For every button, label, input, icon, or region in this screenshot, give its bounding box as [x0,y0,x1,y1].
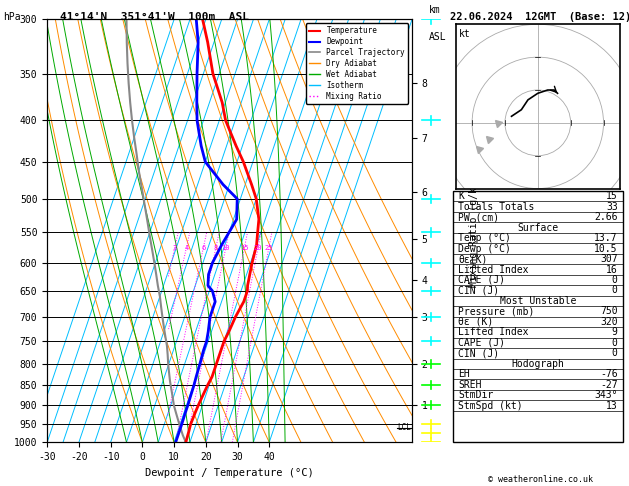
Text: 0: 0 [612,285,618,295]
Text: PW (cm): PW (cm) [458,212,499,222]
Text: -27: -27 [600,380,618,390]
Text: CIN (J): CIN (J) [458,285,499,295]
Text: 4: 4 [184,245,189,251]
Text: 343°: 343° [594,390,618,400]
Text: EH: EH [458,369,470,379]
Text: 3: 3 [172,245,177,251]
Text: Pressure (mb): Pressure (mb) [458,306,535,316]
Text: 6: 6 [201,245,206,251]
Text: 10.5: 10.5 [594,243,618,254]
Text: CAPE (J): CAPE (J) [458,338,505,348]
Text: CIN (J): CIN (J) [458,348,499,358]
Text: 15: 15 [240,245,248,251]
Text: StmSpd (kt): StmSpd (kt) [458,400,523,411]
Text: StmDir: StmDir [458,390,493,400]
Text: 25: 25 [265,245,273,251]
Text: 0: 0 [612,338,618,348]
Text: 8: 8 [214,245,218,251]
Text: hPa: hPa [3,12,21,22]
Text: 13.7: 13.7 [594,233,618,243]
Text: Mixing Ratio (g/kg): Mixing Ratio (g/kg) [469,175,479,287]
Text: 10: 10 [221,245,230,251]
Text: Hodograph: Hodograph [511,359,564,369]
Text: 41°14'N  351°41'W  100m  ASL: 41°14'N 351°41'W 100m ASL [60,12,248,22]
Text: km: km [428,5,440,15]
Text: SREH: SREH [458,380,481,390]
Text: kt: kt [459,29,470,39]
Text: Dewp (°C): Dewp (°C) [458,243,511,254]
Text: ASL: ASL [428,32,446,42]
Text: -76: -76 [600,369,618,379]
Text: Lifted Index: Lifted Index [458,264,528,275]
Text: θε(K): θε(K) [458,254,487,264]
Text: 20: 20 [253,245,262,251]
Text: 0: 0 [612,275,618,285]
Text: © weatheronline.co.uk: © weatheronline.co.uk [489,474,593,484]
Text: Lifted Index: Lifted Index [458,328,528,337]
Text: θε (K): θε (K) [458,317,493,327]
Text: 320: 320 [600,317,618,327]
Text: 15: 15 [606,191,618,201]
Text: K: K [458,191,464,201]
Text: 13: 13 [606,400,618,411]
Text: Most Unstable: Most Unstable [499,296,576,306]
Legend: Temperature, Dewpoint, Parcel Trajectory, Dry Adiabat, Wet Adiabat, Isotherm, Mi: Temperature, Dewpoint, Parcel Trajectory… [306,23,408,104]
Text: 307: 307 [600,254,618,264]
Text: Temp (°C): Temp (°C) [458,233,511,243]
Text: 0: 0 [612,348,618,358]
Text: Totals Totals: Totals Totals [458,202,535,212]
Text: 33: 33 [606,202,618,212]
Text: 16: 16 [606,264,618,275]
Text: Surface: Surface [517,223,559,233]
Text: 750: 750 [600,306,618,316]
Text: 2.66: 2.66 [594,212,618,222]
Text: LCL: LCL [397,423,411,433]
Text: CAPE (J): CAPE (J) [458,275,505,285]
X-axis label: Dewpoint / Temperature (°C): Dewpoint / Temperature (°C) [145,468,314,478]
Text: 9: 9 [612,328,618,337]
Text: 22.06.2024  12GMT  (Base: 12): 22.06.2024 12GMT (Base: 12) [450,12,629,22]
